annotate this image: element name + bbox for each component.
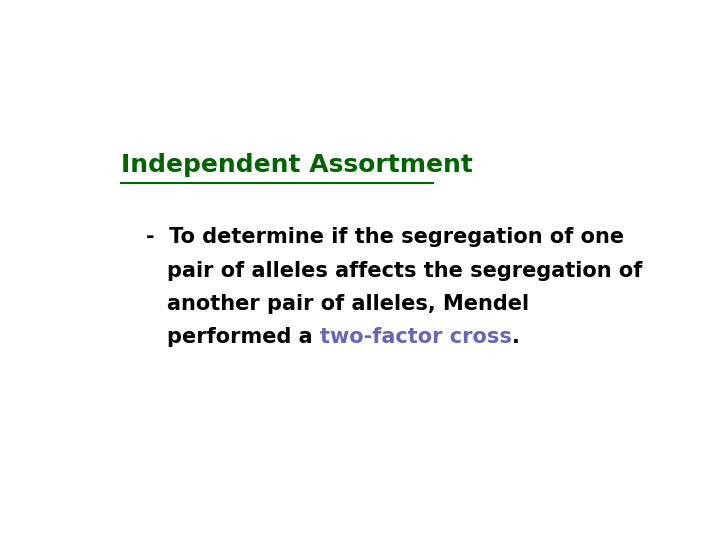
Text: another pair of alleles, Mendel: another pair of alleles, Mendel <box>167 294 529 314</box>
Text: pair of alleles affects the segregation of: pair of alleles affects the segregation … <box>167 261 642 281</box>
Text: .: . <box>512 327 520 347</box>
Text: performed a: performed a <box>167 327 320 347</box>
Text: two-factor cross: two-factor cross <box>320 327 512 347</box>
Text: Independent Assortment: Independent Assortment <box>121 153 472 177</box>
Text: -  To determine if the segregation of one: - To determine if the segregation of one <box>145 227 624 247</box>
